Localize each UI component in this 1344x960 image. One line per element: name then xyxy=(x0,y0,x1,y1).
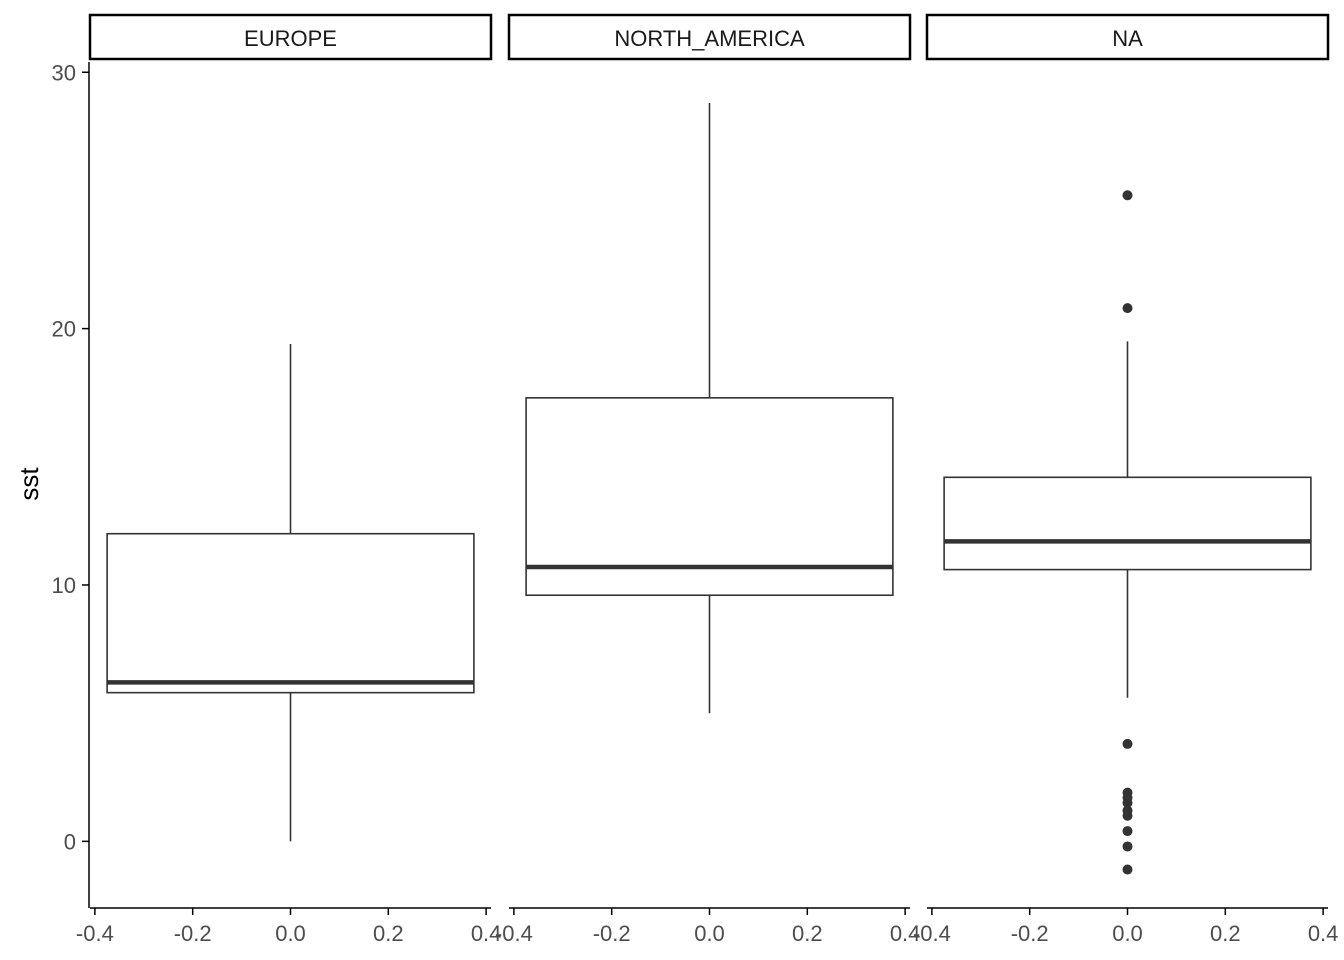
facet-panels: EUROPE -0.4 -0.2 0.0 0.2 0.4 NORTH_AMERICA -0.4… xyxy=(76,13,1339,946)
facet-panel-north-america: NORTH_AMERICA -0.4 -0.2 0.0 0.2 0.4 xyxy=(495,13,921,946)
facet-panel-na: NA -0.4 -0.2 0.0 0.2 0.4 xyxy=(913,13,1339,946)
box-iqr xyxy=(525,397,894,597)
y-tick-label: 20 xyxy=(52,317,76,342)
y-tick-label: 30 xyxy=(52,60,76,85)
outlier-point xyxy=(1122,864,1133,875)
facet-strip-label: NA xyxy=(1112,26,1143,51)
x-tick-label: -0.4 xyxy=(76,921,114,946)
facet-strip xyxy=(88,13,493,61)
y-axis: 0 10 20 30 xyxy=(52,60,90,908)
outlier-point xyxy=(1122,797,1133,808)
x-tick-label: -0.2 xyxy=(174,921,212,946)
y-axis-title: sst xyxy=(14,467,44,501)
x-tick-label: 0.2 xyxy=(1210,921,1241,946)
x-tick-label: 0.0 xyxy=(694,921,725,946)
x-tick-label: 0.4 xyxy=(471,921,502,946)
facet-strip-label: EUROPE xyxy=(244,26,337,51)
box-iqr xyxy=(106,532,475,694)
x-tick-label: 0.2 xyxy=(792,921,823,946)
y-tick-label: 10 xyxy=(52,573,76,598)
x-tick-label: 0.0 xyxy=(1112,921,1143,946)
x-tick-label: -0.2 xyxy=(593,921,631,946)
x-tick-label: 0.0 xyxy=(275,921,306,946)
facet-panel-europe: EUROPE -0.4 -0.2 0.0 0.2 0.4 xyxy=(76,13,502,946)
x-tick-label: 0.2 xyxy=(373,921,404,946)
outlier-point xyxy=(1122,738,1133,749)
x-tick-label: 0.4 xyxy=(1308,921,1339,946)
outlier-point xyxy=(1122,810,1133,821)
x-tick-label: -0.4 xyxy=(913,921,951,946)
x-tick-label: -0.2 xyxy=(1011,921,1049,946)
outlier-point xyxy=(1122,826,1133,837)
outlier-point xyxy=(1122,841,1133,852)
outlier-point xyxy=(1122,303,1133,314)
x-tick-label: -0.4 xyxy=(495,921,533,946)
x-tick-label: 0.4 xyxy=(890,921,921,946)
box-iqr xyxy=(943,476,1312,571)
outlier-point xyxy=(1122,190,1133,201)
facet-strip xyxy=(507,13,912,61)
facet-strip xyxy=(925,13,1330,61)
y-tick-label: 0 xyxy=(64,829,76,854)
facet-strip-label: NORTH_AMERICA xyxy=(614,26,805,51)
